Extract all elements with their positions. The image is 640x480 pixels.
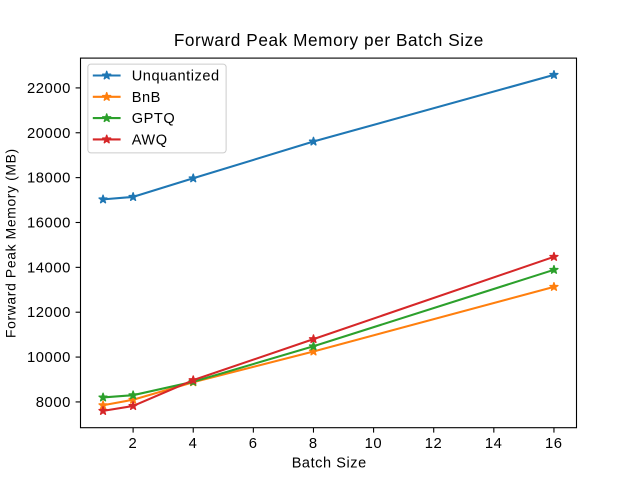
svg-text:18000: 18000 [27, 171, 71, 187]
svg-text:12000: 12000 [27, 305, 71, 321]
svg-text:8000: 8000 [36, 395, 71, 411]
svg-text:12: 12 [425, 436, 443, 452]
svg-text:Batch Size: Batch Size [292, 455, 367, 471]
svg-text:4: 4 [189, 436, 198, 452]
svg-text:10: 10 [365, 436, 383, 452]
svg-text:Forward Peak Memory per Batch: Forward Peak Memory per Batch Size [174, 30, 484, 50]
svg-text:20000: 20000 [27, 126, 71, 142]
svg-text:14: 14 [485, 436, 503, 452]
svg-text:10000: 10000 [27, 350, 71, 366]
svg-text:AWQ: AWQ [132, 132, 168, 148]
svg-text:8: 8 [309, 436, 318, 452]
svg-text:14000: 14000 [27, 260, 71, 276]
svg-text:22000: 22000 [27, 81, 71, 97]
svg-text:BnB: BnB [132, 90, 161, 106]
svg-text:2: 2 [128, 436, 137, 452]
svg-text:16000: 16000 [27, 215, 71, 231]
svg-text:6: 6 [249, 436, 258, 452]
svg-text:Unquantized: Unquantized [132, 69, 220, 85]
svg-text:Forward Peak Memory (MB): Forward Peak Memory (MB) [3, 148, 19, 338]
svg-text:GPTQ: GPTQ [132, 111, 176, 127]
svg-text:16: 16 [545, 436, 563, 452]
